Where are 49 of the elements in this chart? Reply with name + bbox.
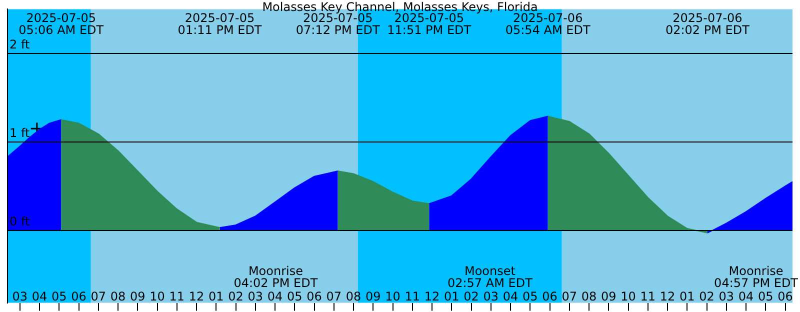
annotation: 2025-07-06 02:02 PM EDT: [665, 11, 750, 38]
y-tick-label: 0 ft: [10, 214, 30, 228]
x-tick-label: 04: [502, 290, 518, 304]
x-tick-label: 10: [150, 290, 165, 304]
x-tick-label: 09: [366, 290, 381, 304]
x-tick-label: 03: [248, 290, 264, 304]
annotation: Moonset 02:57 AM EDT: [447, 264, 534, 290]
x-tick-label: 11: [640, 290, 656, 304]
x-tick-label: 11: [169, 290, 185, 304]
annotation: 2025-07-06 05:54 AM EDT: [505, 11, 591, 38]
annotation: Moonrise 04:02 PM EDT: [234, 264, 318, 290]
x-tick-label: 06: [71, 290, 86, 304]
x-tick-label: 03: [12, 290, 28, 304]
x-tick-label: 02: [699, 290, 714, 304]
x-tick-label: 05: [287, 290, 302, 304]
x-tick-label: 01: [208, 290, 224, 304]
x-tick-label: 02: [228, 290, 244, 304]
x-tick-label: 06: [542, 290, 558, 304]
x-tick-label: 06: [306, 290, 322, 304]
x-tick-label: 01: [444, 290, 460, 304]
x-tick-label: 06: [778, 290, 793, 304]
annotation: Moonrise 04:57 PM EDT: [714, 264, 799, 290]
x-tick-label: 09: [601, 290, 616, 304]
x-tick-label: 07: [326, 290, 342, 304]
x-tick-label: 10: [620, 290, 636, 304]
x-tick-label: 03: [718, 290, 734, 304]
x-tick-label: 04: [738, 290, 754, 304]
x-tick-label: 08: [110, 290, 126, 304]
x-tick-label: 04: [32, 290, 48, 304]
annotation: 2025-07-05 01:11 PM EDT: [178, 11, 262, 38]
x-tick-label: 12: [188, 290, 204, 304]
x-tick-label: 12: [424, 290, 440, 304]
x-tick-label: 07: [90, 290, 106, 304]
annotation: 2025-07-05 11:51 PM EDT: [387, 11, 472, 38]
x-tick-label: 05: [522, 290, 538, 304]
y-tick-label: 1 ft: [10, 126, 30, 140]
x-tick-label: 01: [680, 290, 695, 304]
x-tick-label: 11: [404, 290, 420, 304]
x-tick-label: 08: [581, 290, 597, 304]
x-tick-label: 07: [562, 290, 578, 304]
x-tick-label: 05: [52, 290, 67, 304]
x-tick-label: 10: [385, 290, 400, 304]
x-tick-label: 03: [483, 290, 499, 304]
x-tick-label: 12: [660, 290, 676, 304]
x-tick-label: 02: [464, 290, 479, 304]
x-tick-label: 05: [758, 290, 774, 304]
y-tick-label: 2 ft: [10, 38, 30, 52]
x-tick-label: 04: [267, 290, 283, 304]
x-tick-label: 09: [130, 290, 146, 304]
